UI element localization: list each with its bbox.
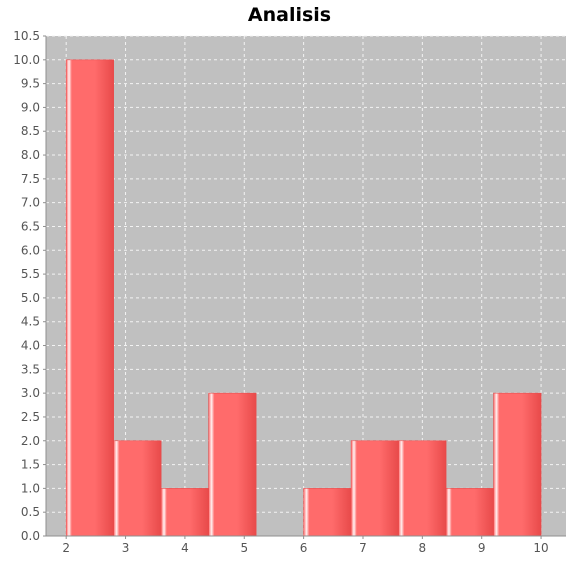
- x-tick-label: 10: [533, 541, 548, 555]
- y-tick-label: 5.5: [21, 267, 40, 281]
- bar-series: [65, 59, 542, 537]
- histogram-bar: [208, 392, 257, 537]
- histogram-bar: [445, 488, 494, 537]
- histogram-bar: [303, 488, 352, 537]
- x-tick-label: 5: [240, 541, 248, 555]
- y-axis: 0.0 0.5 1.0 1.5 2.0 2.5 3.0 3.5 4.0 4.5 5.0 5.5 6.0 6…: [13, 29, 46, 543]
- y-tick-label: 5.0: [21, 291, 40, 305]
- y-tick-label: 6.5: [21, 219, 40, 233]
- y-tick-label: 1.0: [21, 481, 40, 495]
- axes: [45, 36, 566, 537]
- x-tick-label: 7: [359, 541, 367, 555]
- y-tick-label: 2.5: [21, 410, 40, 424]
- histogram-bar: [493, 392, 542, 537]
- y-tick-label: 1.5: [21, 458, 40, 472]
- y-tick-label: 10.0: [13, 53, 40, 67]
- y-tick-label: 3.5: [21, 362, 40, 376]
- y-tick-label: 7.5: [21, 172, 40, 186]
- y-tick-label: 0.5: [21, 505, 40, 519]
- histogram-bar: [350, 440, 399, 537]
- histogram-bar: [160, 488, 209, 537]
- x-tick-label: 2: [62, 541, 70, 555]
- y-tick-label: 3.0: [21, 386, 40, 400]
- x-axis: 2 3 4 5 6 7 8 9 10: [62, 536, 549, 555]
- y-tick-label: 6.0: [21, 243, 40, 257]
- y-tick-label: 4.0: [21, 339, 40, 353]
- x-tick-label: 4: [181, 541, 189, 555]
- x-tick-label: 9: [478, 541, 486, 555]
- y-tick-label: 10.5: [13, 29, 40, 43]
- histogram-bar: [113, 440, 162, 537]
- y-tick-label: 0.0: [21, 529, 40, 543]
- y-tick-label: 8.0: [21, 148, 40, 162]
- chart-title: Analisis: [248, 4, 331, 26]
- y-tick-label: 8.5: [21, 124, 40, 138]
- histogram-bar: [65, 59, 114, 537]
- x-tick-label: 3: [122, 541, 130, 555]
- y-tick-label: 2.0: [21, 434, 40, 448]
- y-tick-label: 4.5: [21, 315, 40, 329]
- histogram-bar: [398, 440, 447, 537]
- y-tick-label: 9.5: [21, 77, 40, 91]
- y-tick-label: 9.0: [21, 100, 40, 114]
- x-tick-label: 6: [300, 541, 308, 555]
- y-tick-label: 7.0: [21, 196, 40, 210]
- x-tick-label: 8: [419, 541, 427, 555]
